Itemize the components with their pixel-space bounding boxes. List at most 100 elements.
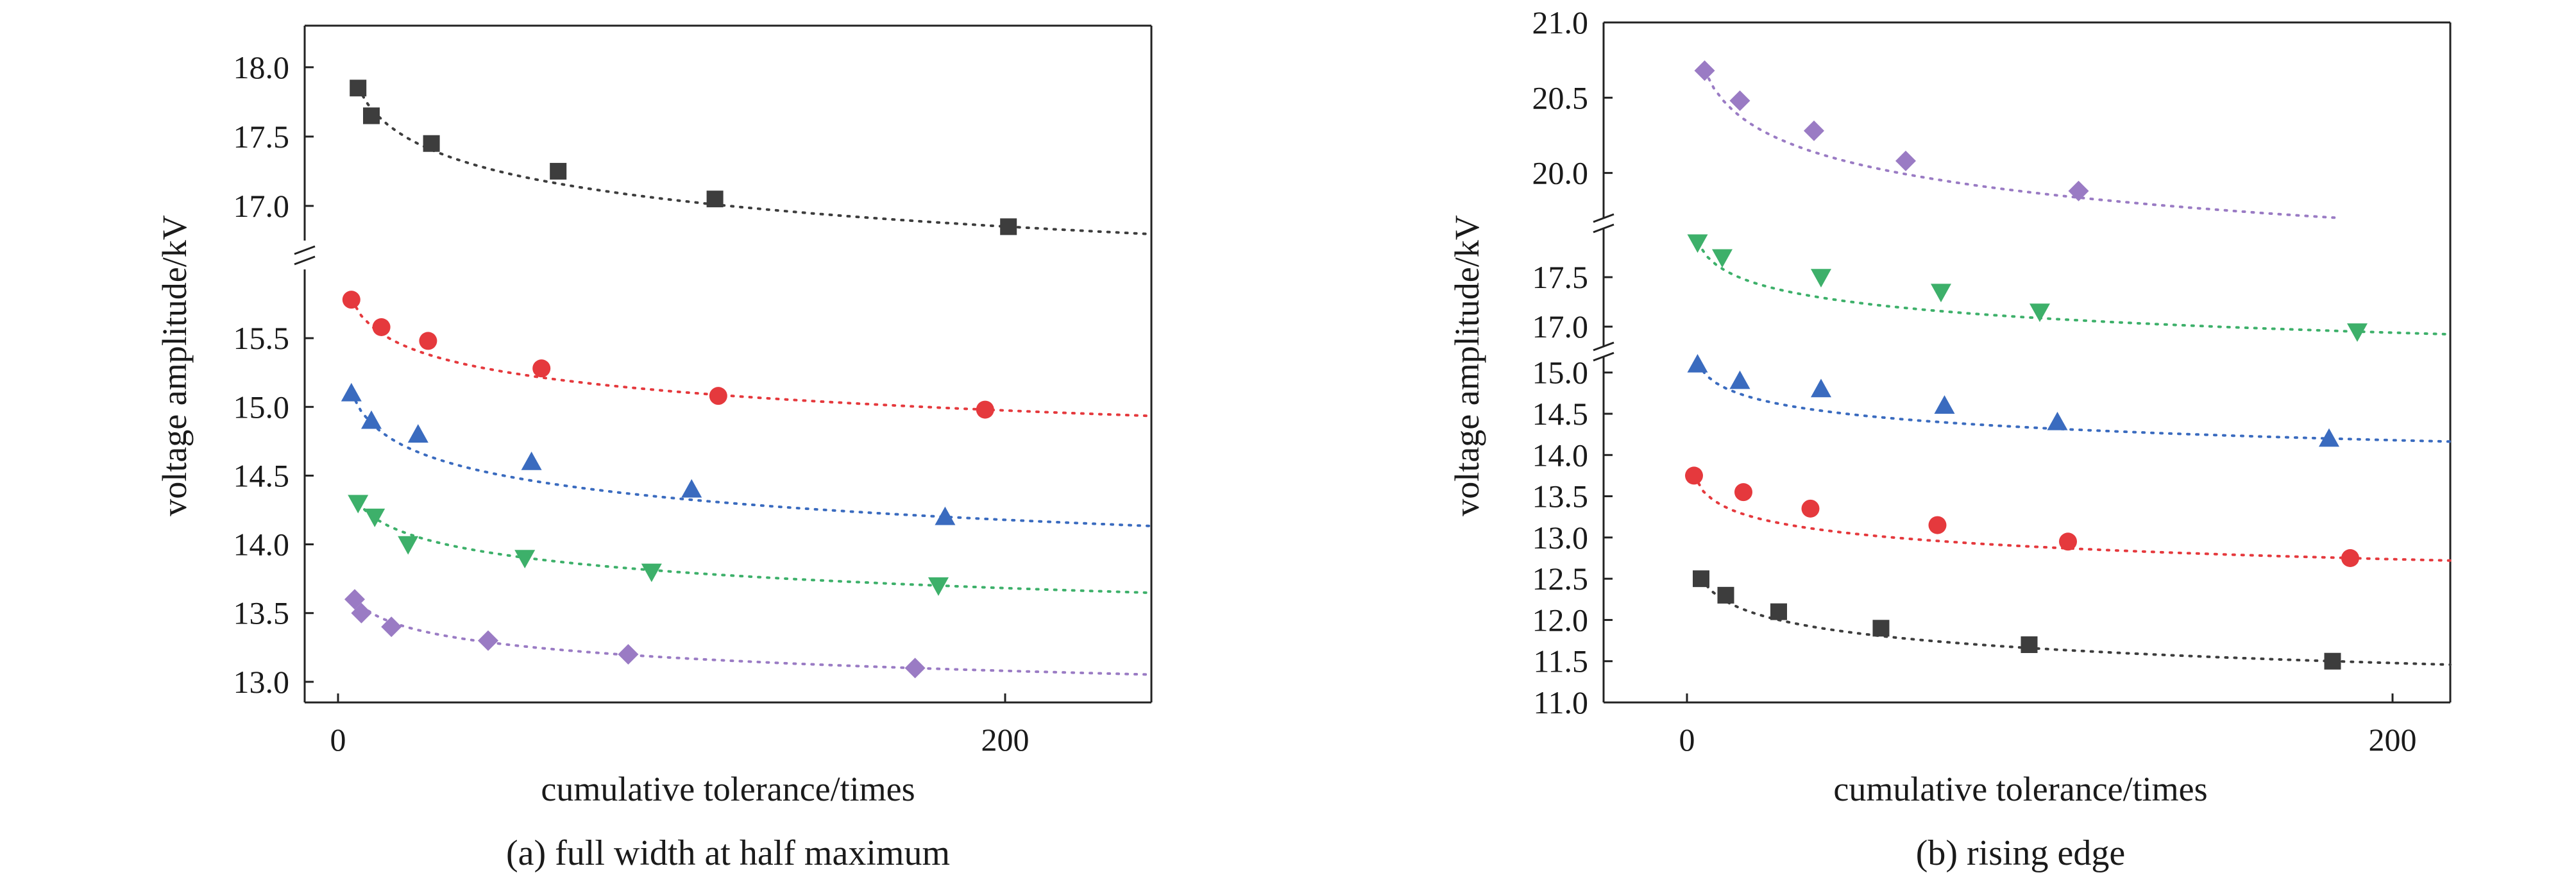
panel-a-point-20-900	[904, 658, 926, 679]
panel-b-point-10-500	[1801, 499, 1820, 518]
panel-b-axis-break-mark	[1593, 223, 1614, 234]
panel-a-trend-20-100	[357, 87, 1153, 235]
panel-a-point-20-900	[381, 616, 402, 638]
panel-a-point-20-300	[976, 400, 994, 419]
panel-a-point-20-900	[618, 644, 639, 665]
panel-b-trend-20-500	[1696, 362, 2452, 443]
panel-b-y-tick-label: 13.0	[1532, 520, 1589, 556]
panel-b-point-50-500	[1931, 284, 1951, 303]
panel-b-point-20-500	[1687, 353, 1708, 373]
panel-a-trend-20-700	[357, 502, 1153, 595]
panel-b-point-10-500	[2341, 549, 2359, 567]
panel-b-axis-break-gap	[1592, 346, 1615, 357]
panel-a-y-tick-label: 14.5	[233, 457, 290, 493]
panel-b-point-100-500	[1729, 90, 1750, 111]
panel-b-y-tick-label: 13.5	[1532, 479, 1589, 514]
panel-b-point-10-500	[2059, 532, 2077, 551]
panel-b-point-10-500	[1685, 466, 1703, 485]
panel-a-point-20-500	[521, 452, 542, 470]
panel-b-x-tick-label: 0	[1679, 722, 1695, 758]
panel-b-y-tick-label: 20.5	[1532, 80, 1589, 115]
panel-a-point-20-700	[364, 508, 386, 527]
panel-b-y-tick-label: 20.0	[1532, 155, 1589, 191]
panel-a-y-tick-label: 14.0	[233, 527, 290, 563]
panel-a-point-20-300	[532, 359, 551, 378]
panel-a-y-tick-label: 17.0	[233, 188, 290, 224]
panel-a-point-20-500	[341, 382, 362, 402]
panel-b-y-tick-label: 12.0	[1532, 602, 1589, 638]
panel-b-point-100-500	[1895, 150, 1916, 171]
panel-b-y-tick-label: 11.5	[1533, 643, 1588, 679]
panel-b-y-tick-label: 12.5	[1532, 561, 1589, 597]
panel-b-point-20-500	[2319, 428, 2339, 447]
panel-a-axis-break-gap	[293, 250, 316, 261]
panel-a-y-tick-label: 13.5	[233, 595, 290, 631]
panel-a-point-20-300	[419, 332, 437, 350]
panel-b-point-50-500	[2347, 323, 2368, 342]
panel-a-caption: (a) full width at half maximum	[506, 833, 950, 873]
panel-b-point-20-500	[1934, 395, 1955, 414]
panel-b-point-5-500	[2021, 636, 2038, 653]
panel-a-point-20-500	[681, 479, 702, 498]
panel-b-point-5-500	[2324, 652, 2341, 670]
panel-a-point-20-300	[372, 318, 391, 336]
panel-b-point-50-500	[1811, 269, 1831, 288]
panel-a-point-20-700	[398, 536, 419, 555]
panel-b-point-20-500	[1811, 378, 1831, 398]
panel-a-point-20-100	[706, 191, 724, 208]
panel-a-x-axis-label: cumulative tolerance/times	[541, 770, 915, 808]
panel-b-y-tick-label: 21.0	[1532, 4, 1589, 40]
panel-a-y-tick-label: 13.0	[233, 664, 290, 700]
panel-b-plot-area	[1685, 60, 2452, 670]
panel-b-y-axis-label: voltage amplitude/kV	[1448, 215, 1486, 516]
panel-a-axis-break-mark	[294, 245, 316, 255]
panel-b-trend-50-500	[1696, 241, 2452, 336]
panel-a-y-tick-label: 15.5	[233, 320, 290, 356]
panel-a-point-20-100	[550, 162, 567, 180]
panel-b-trend-5-500	[1700, 577, 2452, 667]
panel-a: 17.0 17.5 18.0 13.0 13.5 14.0 14.5 15.0 15.5 0 200…	[155, 24, 1153, 873]
panel-b-caption: (b) rising edge	[1916, 833, 2126, 873]
panel-b-point-20-500	[1729, 370, 1750, 389]
panel-b-point-100-500	[2068, 180, 2089, 201]
panel-b-point-10-500	[1928, 516, 1947, 534]
panel-b-point-5-500	[1693, 570, 1709, 588]
panel-a-axis-break-mark	[294, 255, 316, 266]
panel-b-y-tick-label: 15.0	[1532, 355, 1589, 391]
panel-a-x-tick-label: 0	[330, 722, 346, 758]
panel-b-axes: 20.0 20.5 21.0 17.0 17.5 11.0 11.5 12.0 12.5 13.0…	[1532, 4, 2452, 758]
panel-a-point-20-900	[478, 630, 498, 651]
panel-a-y-tick-label: 18.0	[233, 49, 290, 85]
panel-a-point-20-100	[423, 135, 440, 152]
panel-a-y-tick-label: 17.5	[233, 119, 290, 155]
panel-a-point-20-100	[363, 107, 380, 124]
panel-b-point-5-500	[1717, 586, 1734, 604]
panel-b-point-50-500	[1712, 249, 1733, 268]
panel-a-trend-20-500	[350, 391, 1153, 527]
panel-b-y-tick-label: 17.0	[1532, 309, 1589, 344]
panel-b-axis-break-mark	[1593, 352, 1614, 362]
panel-b-y-tick-label: 14.0	[1532, 437, 1589, 473]
panel-b-point-10-500	[1734, 483, 1752, 502]
panel-a-point-20-500	[935, 506, 956, 525]
panel-b-y-tick-label: 11.0	[1533, 684, 1588, 720]
panel-a-point-20-700	[928, 577, 949, 596]
panel-a-point-20-700	[514, 550, 536, 568]
panel-b-point-50-500	[2029, 303, 2050, 323]
panel-b-point-100-500	[1804, 120, 1824, 141]
panel-b-axis-break-mark	[1593, 341, 1614, 352]
panel-a-y-tick-label: 15.0	[233, 389, 290, 425]
panel-b-y-tick-label: 14.5	[1532, 396, 1589, 432]
panel-b-x-axis-label: cumulative tolerance/times	[1833, 770, 2207, 808]
panel-a-point-20-100	[1000, 218, 1017, 235]
panel-b-axis-break-gap	[1592, 217, 1615, 229]
panel-a-point-20-700	[348, 495, 369, 514]
panel-b-point-5-500	[1872, 620, 1890, 637]
panel-a-trend-20-900	[353, 598, 1153, 676]
panel-b-point-50-500	[1687, 234, 1708, 253]
panel-b-trend-100-500	[1703, 69, 2340, 219]
panel-a-point-20-300	[709, 387, 727, 405]
panel-a-point-20-900	[351, 602, 372, 624]
panel-a-point-20-300	[342, 291, 360, 309]
